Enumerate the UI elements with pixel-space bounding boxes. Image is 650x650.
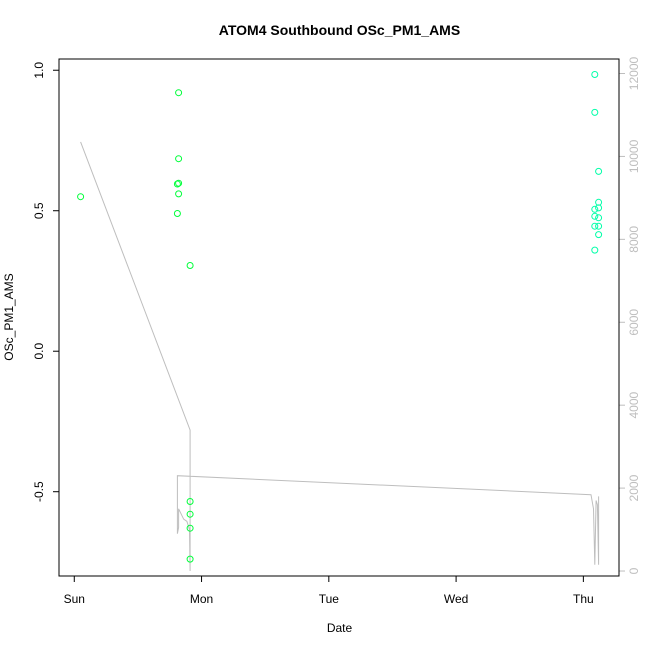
scatter-point (173, 210, 181, 217)
y2-tick-label: 12000 (627, 57, 641, 91)
y-tick-label: 1.0 (32, 62, 46, 79)
scatter-point (175, 89, 183, 97)
scatter-point (175, 190, 183, 198)
scatter-point (186, 510, 194, 518)
y2-tick-label: 8000 (627, 226, 641, 253)
chart-title: ATOM4 Southbound OSc_PM1_AMS (219, 22, 460, 38)
scatter-point (591, 108, 599, 116)
scatter-point (186, 555, 194, 563)
scatter-point (175, 155, 183, 163)
y2-tick-label: 0 (627, 567, 641, 574)
scatter-point (595, 204, 603, 212)
scatter-point (591, 212, 599, 220)
scatter-point (186, 262, 194, 269)
x-axis-label: Date (327, 621, 353, 635)
scatter-point (595, 222, 603, 230)
plot-frame (58, 58, 620, 577)
scatter-point (591, 246, 599, 254)
y-tick-label: 0.0 (32, 343, 46, 360)
scatter-point (77, 193, 85, 201)
axes-layer: Sun Mon Tue Wed Thu -0.5 0.0 0.5 1.0 0 2000 4000 600… (32, 57, 641, 606)
x-tick-label: Thu (573, 592, 594, 606)
scatter-point (186, 498, 194, 505)
scatter-point (591, 222, 599, 230)
x-tick-label: Sun (64, 592, 85, 606)
scatter-series-layer (77, 71, 603, 563)
y2-tick-label: 4000 (627, 392, 641, 419)
scatter-point (595, 231, 603, 239)
y2-tick-label: 2000 (627, 474, 641, 501)
scatter-point (595, 214, 603, 222)
x-tick-label: Wed (444, 592, 468, 606)
scatter-point (186, 524, 194, 532)
scatter-point (591, 205, 599, 213)
line-series (80, 141, 600, 572)
y-tick-label: 0.5 (32, 202, 46, 219)
y2-tick-label: 10000 (627, 139, 641, 173)
scatter-point (173, 180, 181, 188)
y-axis-label: OSc_PM1_AMS (2, 273, 16, 360)
scatter-point (595, 167, 603, 175)
x-tick-label: Mon (190, 592, 213, 606)
x-tick-label: Tue (319, 592, 340, 606)
scatter-point (591, 71, 599, 78)
y2-tick-label: 6000 (627, 309, 641, 336)
scatter-point (175, 179, 183, 187)
y-tick-label: -0.5 (32, 481, 46, 502)
line-series-layer (80, 141, 600, 572)
